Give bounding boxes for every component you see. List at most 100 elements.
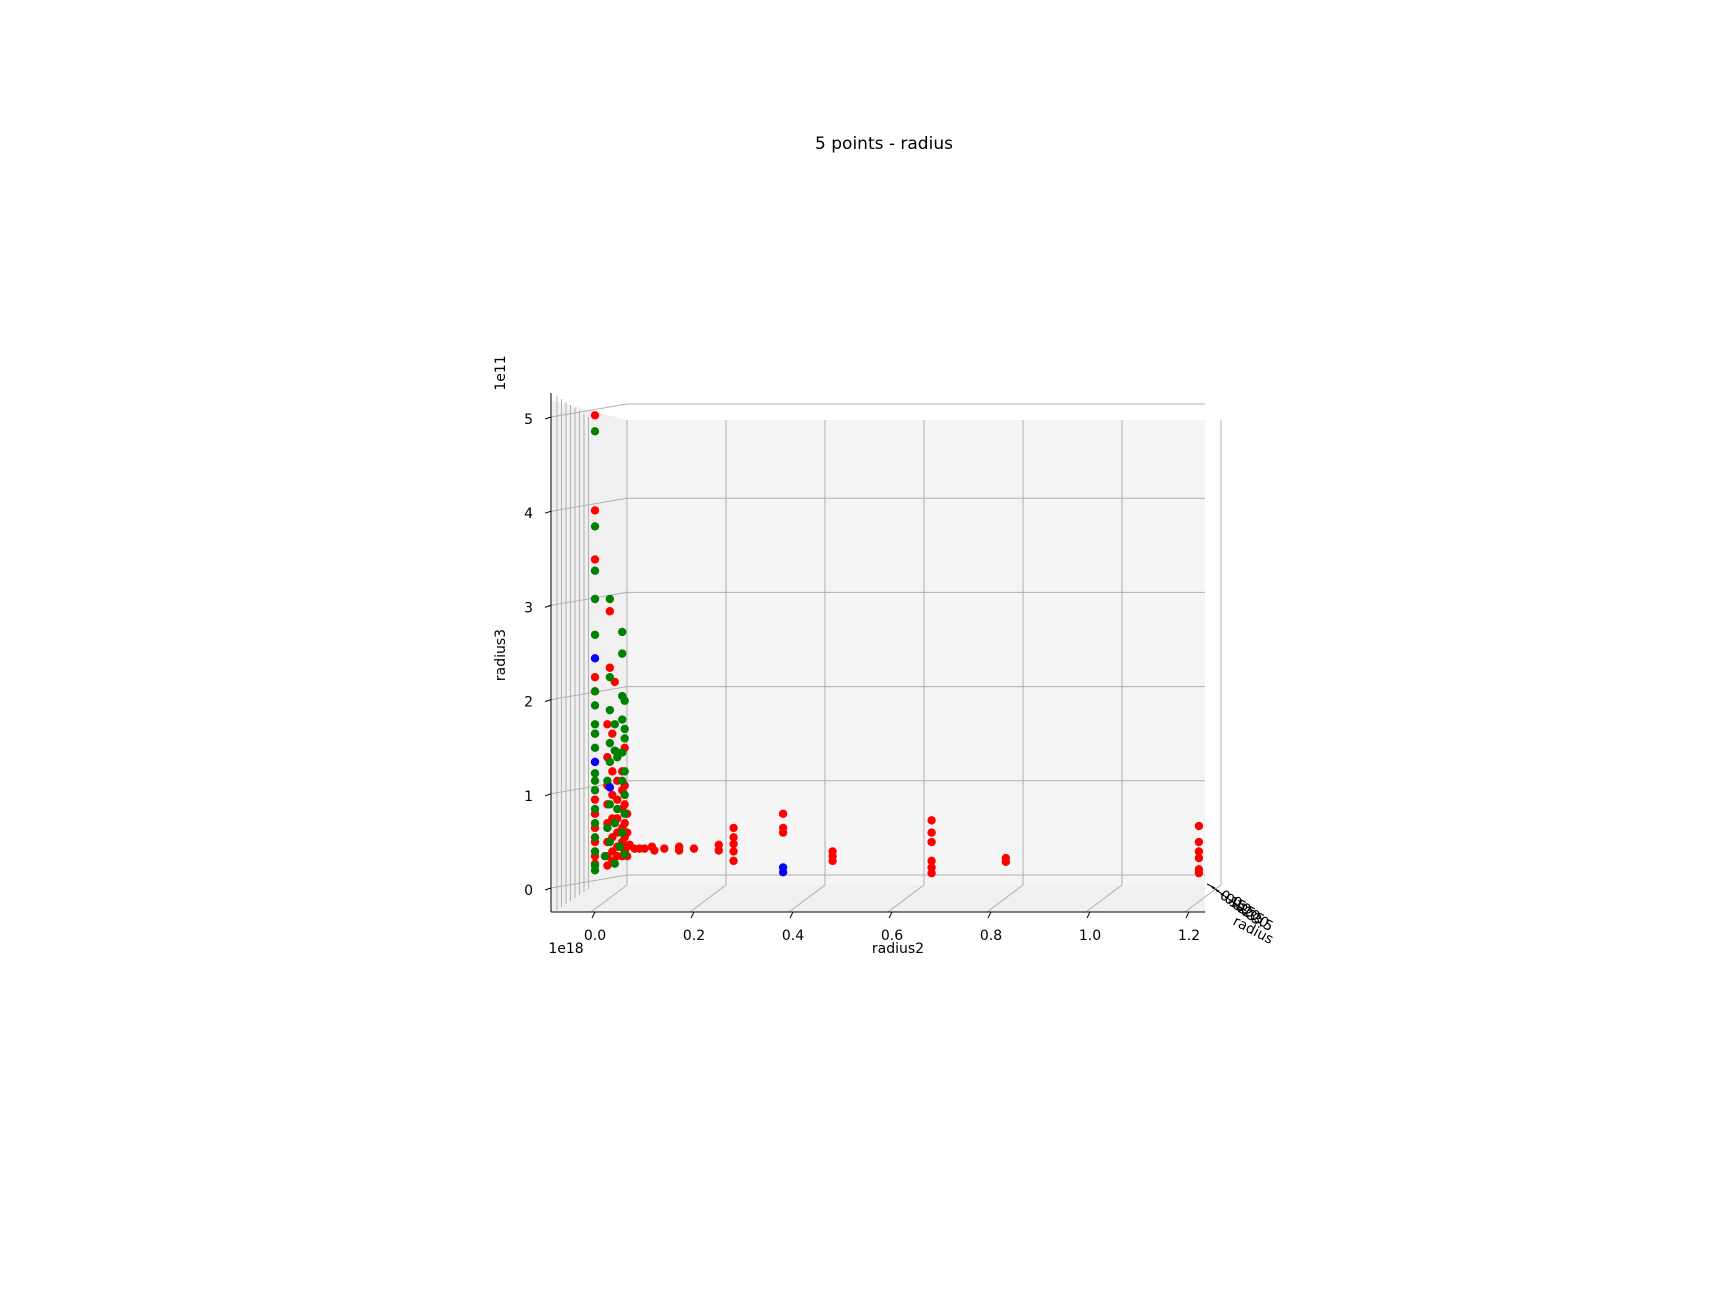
- data-point-red: [714, 846, 723, 855]
- data-point-red: [729, 856, 738, 866]
- data-point-green: [620, 734, 629, 743]
- data-point-green: [590, 566, 600, 575]
- z-tick-label: 2: [524, 695, 533, 711]
- data-point-green: [620, 790, 629, 800]
- y-tick-mark: [1220, 893, 1229, 899]
- data-point-green: [618, 649, 627, 658]
- data-point-red: [1194, 837, 1204, 847]
- data-point-red: [605, 663, 615, 672]
- data-point-green: [620, 809, 629, 818]
- data-point-green: [620, 724, 629, 734]
- data-point-green: [590, 729, 600, 738]
- data-point-red: [620, 818, 629, 828]
- x-tick-mark: [690, 911, 695, 919]
- data-point-red: [605, 607, 615, 616]
- y-tick-mark: [1211, 886, 1220, 892]
- data-point-red: [603, 720, 612, 729]
- y-tick-mark: [1224, 896, 1234, 902]
- x-tick-mark: [1086, 911, 1091, 919]
- y-tick-mark: [1215, 890, 1225, 896]
- x-tick-mark: [1185, 911, 1190, 919]
- x-tick-mark: [888, 911, 893, 919]
- data-point-green: [590, 701, 600, 710]
- z-tick-label: 0: [524, 883, 533, 899]
- z-tick-label: 3: [524, 600, 533, 616]
- z-tick-label: 1: [524, 789, 533, 805]
- data-point-green: [590, 818, 600, 828]
- data-point-green: [590, 786, 600, 795]
- z-tick-mark: [544, 887, 552, 891]
- data-point-red: [927, 816, 936, 825]
- x-axis-offset: 1e18: [548, 941, 583, 957]
- z-axis-ticks: 0 1 2 3 4 5: [524, 412, 552, 899]
- z-tick-mark: [544, 416, 552, 420]
- data-point-green: [620, 696, 629, 705]
- data-point-green: [600, 851, 610, 861]
- x-floor-gridline: [1085, 884, 1123, 913]
- x-floor-gridline: [590, 884, 628, 913]
- data-point-green: [603, 823, 612, 833]
- x-tick-mark: [789, 911, 794, 919]
- data-point-red: [640, 844, 649, 853]
- data-point-green: [613, 753, 622, 762]
- z-axis-offset: 1e11: [493, 355, 509, 390]
- chart-title: 5 points - radius: [815, 134, 953, 154]
- data-point-green: [605, 757, 615, 767]
- data-point-red: [608, 767, 617, 776]
- data-point-red: [927, 837, 936, 847]
- data-point-red: [1194, 821, 1204, 831]
- data-point-green: [590, 743, 600, 753]
- data-point-green: [603, 776, 612, 785]
- data-point-red: [828, 856, 837, 866]
- data-point-red: [660, 844, 669, 853]
- data-point-green: [620, 850, 629, 859]
- y-tick-mark: [1238, 906, 1247, 912]
- data-point-green: [618, 776, 627, 785]
- data-point-red: [729, 847, 738, 856]
- data-point-green: [618, 828, 627, 837]
- data-point-green: [590, 847, 600, 856]
- data-point-green: [590, 594, 600, 604]
- x-axis-label: radius2: [872, 941, 924, 957]
- data-point-green: [605, 800, 615, 809]
- data-point-green: [613, 804, 622, 814]
- data-point-red: [1194, 868, 1204, 878]
- z-wall-gridline: [550, 403, 628, 418]
- data-point-green: [590, 769, 600, 778]
- y-tick-mark: [1206, 883, 1216, 889]
- axes-frame: [550, 393, 1205, 913]
- data-point-red: [590, 672, 600, 682]
- z-tick-label: 4: [524, 506, 533, 522]
- x-floor-gridline: [986, 884, 1024, 913]
- data-point-green: [618, 715, 627, 724]
- data-point-green: [615, 842, 624, 851]
- data-point-red: [620, 800, 629, 809]
- data-point-red: [1001, 857, 1011, 867]
- data-point-green: [590, 687, 600, 696]
- data-point-red: [927, 856, 936, 866]
- data-point-green: [605, 837, 615, 847]
- data-point-red: [650, 846, 659, 855]
- data-point-red: [778, 809, 788, 818]
- data-point-green: [605, 594, 615, 604]
- data-point-red: [778, 828, 788, 837]
- data-point-green: [610, 746, 619, 755]
- data-point-red: [590, 506, 600, 515]
- z-tick-label: 5: [524, 412, 533, 428]
- data-point-green: [590, 804, 600, 814]
- data-point-red: [927, 868, 936, 878]
- data-point-green: [605, 705, 615, 715]
- data-point-blue: [590, 757, 600, 767]
- x-floor-gridline: [788, 884, 826, 913]
- data-point-green: [590, 522, 600, 531]
- z-axis-label: radius3: [493, 629, 509, 681]
- back-pane: [627, 420, 1205, 885]
- x-tick-mark: [987, 911, 992, 919]
- data-point-green: [610, 720, 619, 729]
- x-tick-label: 0.2: [683, 928, 705, 944]
- x-tick-label: 0.0: [584, 928, 606, 944]
- z-tick-mark: [544, 793, 552, 797]
- data-point-red: [729, 823, 738, 833]
- z-tick-mark: [544, 604, 552, 608]
